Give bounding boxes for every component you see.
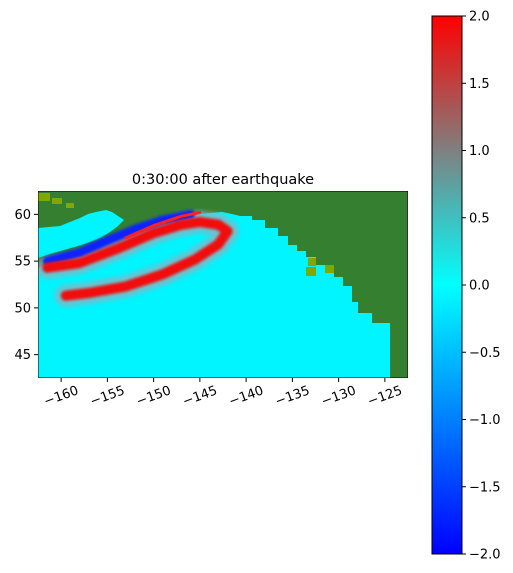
colorbar-tick-label: −1.0 [469,413,501,428]
x-tick-label: −155 [88,383,127,409]
wave-coastal-peak [124,211,202,240]
x-tick-label: −145 [181,383,220,409]
y-tick-label: 60 [14,208,31,223]
wave-field [38,209,239,307]
land-north-america [38,191,408,378]
colorbar-tick-label: 0.0 [469,279,490,294]
wave-trough [42,209,196,266]
colorbar-tick-label: 2.0 [469,10,490,25]
colorbar-bar [431,15,463,555]
coastal-ocean [225,216,252,222]
wave-crest [42,216,233,301]
y-tick-label: 45 [14,348,31,363]
y-axis: 45 50 55 60 [14,208,38,363]
colorbar: −2.0 −1.5 −1.0 −0.5 0.0 0.5 1.0 1.5 2.0 [431,10,501,563]
x-tick-label: −150 [134,383,173,409]
x-tick-label: −160 [42,383,81,409]
chart-title: 0:30:00 after earthquake [132,172,314,188]
x-axis: −160 −155 −150 −145 −140 −135 −130 −125 [42,378,404,410]
colorbar-tick-label: −0.5 [469,346,501,361]
y-tick-label: 55 [14,255,31,270]
colorbar-tick-label: −2.0 [469,548,501,563]
map-plot [38,191,408,378]
gulf-inlet [38,210,124,258]
colorbar-ticks: −2.0 −1.5 −1.0 −0.5 0.0 0.5 1.0 1.5 2.0 [462,10,501,563]
x-tick-label: −130 [319,383,358,409]
colorbar-tick-label: 1.0 [469,144,490,159]
colorbar-tick-label: 1.5 [469,77,490,92]
x-tick-label: −135 [273,383,312,409]
colorbar-tick-label: −1.5 [469,480,501,495]
y-tick-label: 50 [14,301,31,316]
shallow-patches [38,193,334,276]
x-tick-label: −140 [227,383,266,409]
x-tick-label: −125 [366,383,405,409]
colorbar-tick-label: 0.5 [469,211,490,226]
